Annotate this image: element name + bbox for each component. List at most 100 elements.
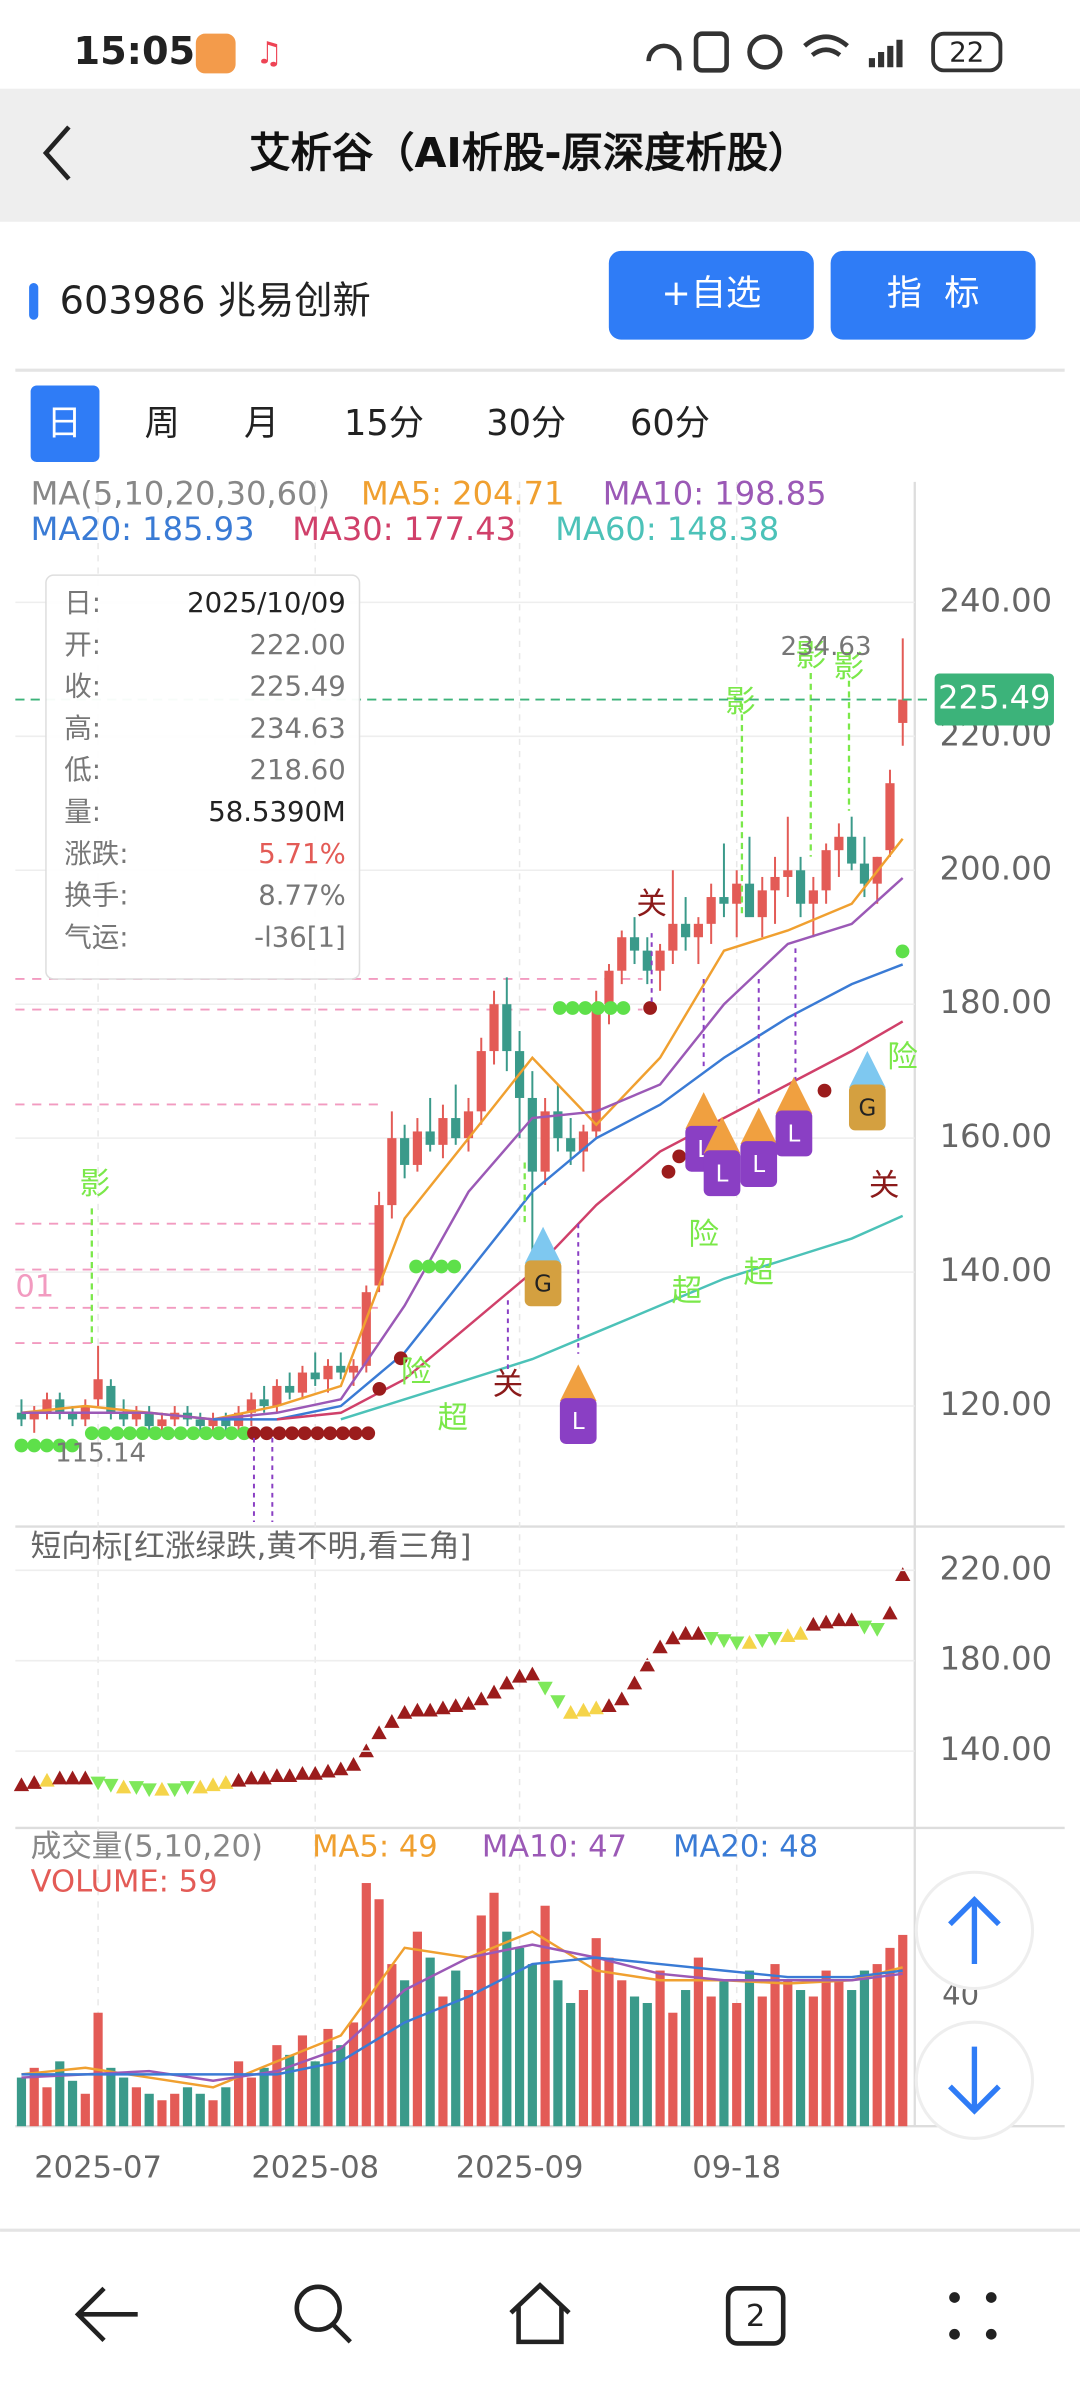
tab-selected[interactable] xyxy=(30,385,100,462)
period-tab[interactable]: 周 xyxy=(145,403,180,444)
signal-dot xyxy=(672,1149,687,1164)
signal-dot xyxy=(186,1426,201,1441)
indicator-triangle xyxy=(473,1691,489,1706)
candle-body xyxy=(527,1097,537,1172)
y-tick-label: 180.00 xyxy=(940,1640,1052,1678)
watchlist-button[interactable] xyxy=(608,250,814,340)
watchlist-button-label: +自选 xyxy=(661,273,761,314)
volume-bar xyxy=(732,2002,742,2127)
indicator-button-label: 指 标 xyxy=(887,273,980,314)
candle-body xyxy=(131,1412,141,1420)
volume-bar xyxy=(246,2077,256,2127)
y-tick-label: 120.00 xyxy=(940,1385,1052,1423)
nav-tabs[interactable] xyxy=(725,2286,786,2346)
info-label: 收: xyxy=(64,671,101,703)
volume-bar xyxy=(514,1947,525,2127)
signal-dot xyxy=(393,1351,408,1366)
info-label: 气运: xyxy=(64,921,128,953)
indicator-triangle xyxy=(780,1628,796,1642)
period-tab[interactable]: 30分 xyxy=(486,403,566,444)
x-tick-label: 09-18 xyxy=(692,2151,781,2186)
candle-body xyxy=(144,1412,154,1427)
signal-dot xyxy=(434,1259,449,1274)
indicator-triangle xyxy=(333,1761,349,1776)
indicator-triangle xyxy=(818,1614,834,1629)
period-tab[interactable]: 15分 xyxy=(344,403,424,444)
x-tick-label: 2025-08 xyxy=(251,2151,379,2186)
signal-dot xyxy=(310,1426,325,1441)
ma-line xyxy=(21,1956,903,2076)
candle-body xyxy=(323,1365,333,1380)
candle-body xyxy=(719,897,729,904)
candle-body xyxy=(757,890,767,918)
volume-bar xyxy=(119,2077,129,2127)
back-button[interactable] xyxy=(42,125,71,181)
volume-bar xyxy=(655,1970,665,2127)
indicator-triangle xyxy=(422,1702,438,1717)
indicator-triangle xyxy=(767,1631,783,1646)
candle-body xyxy=(859,863,870,884)
indicator-triangle xyxy=(13,1777,30,1792)
signal-dot xyxy=(135,1426,150,1441)
indicator-triangle xyxy=(882,1605,898,1620)
volume-bar xyxy=(387,1964,397,2127)
indicator-triangle xyxy=(575,1702,592,1717)
signal-label: 影 xyxy=(834,650,865,685)
indicator-triangle xyxy=(307,1766,323,1780)
period-tab[interactable]: 60分 xyxy=(630,403,710,444)
info-value: 218.60 xyxy=(249,754,345,786)
volume-bar xyxy=(527,1964,537,2127)
indicator-triangle xyxy=(243,1770,260,1785)
volume-bar xyxy=(336,2045,346,2127)
indicator-triangle xyxy=(103,1778,119,1793)
info-value: 225.49 xyxy=(249,671,345,703)
nav-menu[interactable] xyxy=(949,2292,997,2340)
info-label: 涨跌: xyxy=(64,838,128,870)
volume-bar xyxy=(821,1970,831,2127)
signal-label: 超 xyxy=(743,1256,774,1291)
candle-body xyxy=(119,1412,129,1420)
volume-bar xyxy=(348,2022,359,2127)
candle-body xyxy=(361,1292,371,1366)
signal-dot xyxy=(52,1438,67,1453)
indicator-triangle xyxy=(294,1766,311,1780)
candle-body xyxy=(93,1379,103,1400)
volume-bar xyxy=(297,2035,308,2127)
indicator-button[interactable] xyxy=(830,250,1036,340)
indicator-triangle xyxy=(831,1612,847,1627)
stock-marker xyxy=(29,282,39,320)
indicator-triangle xyxy=(856,1620,873,1635)
signal-dot xyxy=(161,1426,175,1441)
volume-bar xyxy=(131,2087,141,2127)
candle-body xyxy=(693,923,703,938)
indicator-triangle xyxy=(90,1776,106,1791)
indicator-triangle xyxy=(141,1783,157,1798)
info-value: -l36[1] xyxy=(254,921,346,953)
signal-badge xyxy=(559,1398,597,1444)
status-icons xyxy=(646,31,903,73)
indicator-triangle xyxy=(601,1698,617,1713)
candle-body xyxy=(770,876,780,891)
volume-bar xyxy=(412,1931,422,2127)
nav-search[interactable] xyxy=(294,2284,352,2344)
indicator-triangle xyxy=(64,1770,81,1785)
info-label: 低: xyxy=(64,754,101,786)
info-value: 2025/10/09 xyxy=(187,587,346,619)
candle-body xyxy=(425,1131,435,1145)
signal-dot xyxy=(335,1426,350,1441)
candle-body xyxy=(668,923,678,951)
indicator-triangle xyxy=(639,1657,655,1672)
indicator-triangle xyxy=(205,1777,221,1792)
signal-dot xyxy=(895,944,910,959)
signal-label: 险 xyxy=(401,1355,432,1390)
signal-dot xyxy=(27,1438,42,1453)
signal-badge-top xyxy=(524,1226,562,1264)
nav-back[interactable] xyxy=(74,2286,138,2342)
signal-dot xyxy=(661,1164,676,1179)
nav-home[interactable] xyxy=(509,2282,571,2345)
indicator-triangle xyxy=(550,1695,566,1710)
candle-body xyxy=(540,1111,550,1172)
period-tab[interactable]: 月 xyxy=(244,403,279,444)
period-tab[interactable]: 日 xyxy=(47,403,82,444)
indicator-triangle xyxy=(652,1639,668,1654)
